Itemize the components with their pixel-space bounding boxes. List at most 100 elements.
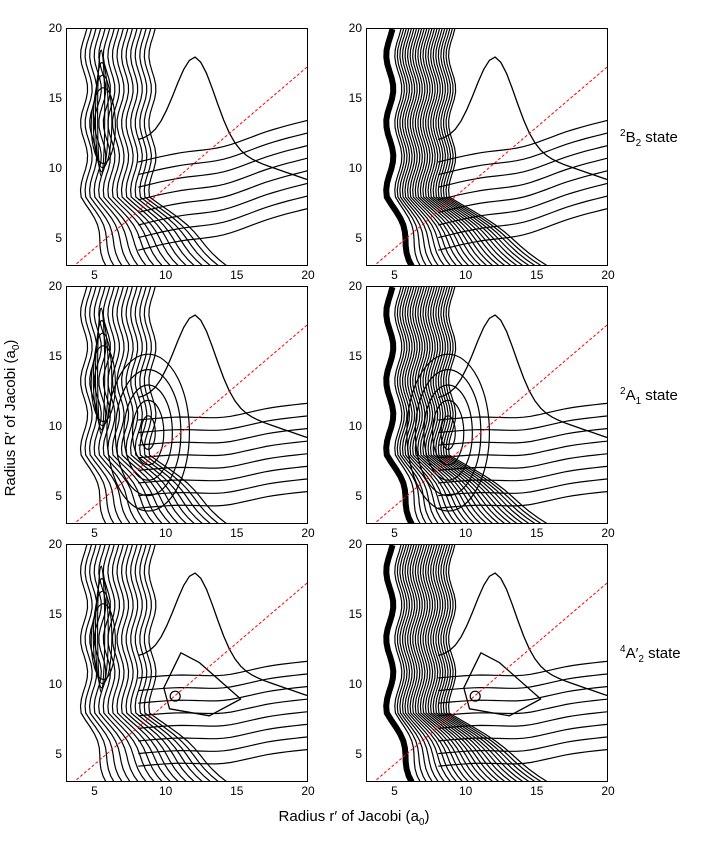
- contour-loop: [414, 369, 482, 497]
- contour-line: [401, 29, 439, 265]
- contour-line: [93, 29, 131, 265]
- contour-line: [438, 182, 607, 226]
- contour-panel-1-1: [66, 28, 308, 266]
- contour-line: [422, 545, 487, 781]
- contour-line: [404, 29, 445, 265]
- contour-line: [435, 545, 518, 781]
- contour-line: [404, 545, 445, 781]
- contour-line: [396, 29, 427, 265]
- contour-line: [79, 287, 107, 523]
- contour-line: [93, 287, 131, 523]
- contour-plot: [74, 545, 307, 781]
- contour-loop: [92, 332, 113, 427]
- contour-line: [447, 29, 548, 265]
- contour-band: [383, 545, 415, 781]
- contour-line: [438, 478, 607, 497]
- contour-line: [447, 545, 548, 781]
- contour-loop: [94, 62, 109, 173]
- contour-line: [429, 287, 505, 523]
- contour-panel-3-1: [66, 544, 308, 782]
- y-tick-label: 10: [348, 677, 362, 691]
- contour-line: [116, 287, 171, 523]
- contour-line: [429, 29, 505, 265]
- contour-line: [116, 545, 171, 781]
- contour-line: [138, 56, 307, 181]
- contour-line: [409, 287, 457, 523]
- contour-line: [406, 287, 451, 523]
- contour-loop: [90, 87, 116, 164]
- x-tick-label: 20: [301, 784, 315, 798]
- contour-line: [412, 29, 463, 265]
- contour-line: [88, 545, 123, 781]
- contour-line: [412, 545, 463, 781]
- contour-line: [445, 287, 542, 523]
- contour-line: [438, 56, 607, 181]
- contour-line: [396, 545, 427, 781]
- x-tick-label: 10: [158, 268, 173, 282]
- contour-line: [138, 208, 307, 251]
- y-tick-label: 5: [355, 747, 362, 761]
- contour-line: [111, 545, 163, 781]
- x-tick-label: 15: [530, 268, 544, 282]
- contour-line: [419, 29, 481, 265]
- x-tick-label: 10: [158, 784, 173, 798]
- y-tick-label: 15: [348, 349, 362, 363]
- contour-line: [139, 29, 211, 265]
- contour-line: [438, 195, 607, 239]
- contour-line: [88, 287, 123, 523]
- contour-line: [148, 545, 227, 781]
- x-tick-label: 5: [391, 268, 398, 282]
- y-tick-label: 20: [48, 21, 62, 35]
- contour-line: [437, 545, 524, 781]
- contour-line: [447, 287, 548, 523]
- diagonal-line: [74, 582, 307, 781]
- state-label: 2B2 state: [620, 128, 678, 149]
- contour-line: [148, 287, 227, 523]
- contour-line: [438, 711, 607, 729]
- contour-line: [138, 427, 307, 446]
- contour-line: [437, 29, 524, 265]
- contour-line: [438, 673, 607, 692]
- contour-line: [134, 29, 203, 265]
- contour-panel-2-1: [66, 286, 308, 524]
- contour-line: [84, 545, 115, 781]
- contour-line: [406, 29, 451, 265]
- contour-line: [129, 287, 195, 523]
- contour-line: [129, 545, 195, 781]
- contour-line: [138, 478, 307, 497]
- x-tick-label: 5: [91, 526, 98, 540]
- contour-line: [401, 545, 439, 781]
- contour-line: [417, 545, 475, 781]
- x-tick-label: 15: [230, 268, 244, 282]
- contour-line: [445, 545, 542, 781]
- contour-line: [438, 440, 607, 459]
- contour-line: [438, 723, 607, 742]
- contour-line: [138, 490, 307, 509]
- contour-line: [399, 545, 433, 781]
- x-axis-title: Radius r′ of Jacobi (a0): [278, 808, 430, 828]
- contour-plot: [374, 545, 607, 781]
- contour-line: [84, 29, 115, 265]
- x-tick-label: 15: [530, 526, 544, 540]
- diagonal-line: [74, 66, 307, 265]
- contour-line: [88, 29, 123, 265]
- contour-line: [445, 29, 542, 265]
- contour-line: [427, 29, 499, 265]
- y-tick-label: 15: [348, 607, 362, 621]
- contour-line: [438, 208, 607, 251]
- contour-line: [129, 29, 195, 265]
- contour-line: [138, 314, 307, 439]
- contour-line: [138, 660, 307, 679]
- x-tick-label: 20: [301, 526, 315, 540]
- x-tick-label: 5: [91, 784, 98, 798]
- contour-loop: [140, 415, 156, 451]
- contour-loop: [106, 353, 191, 512]
- x-tick-label: 5: [391, 526, 398, 540]
- y-tick-label: 20: [348, 279, 362, 293]
- contour-line: [116, 29, 171, 265]
- contour-loop: [97, 49, 106, 177]
- x-tick-label: 15: [530, 784, 544, 798]
- contour-line: [134, 287, 203, 523]
- contour-line: [125, 29, 187, 265]
- contour-loop: [123, 384, 173, 481]
